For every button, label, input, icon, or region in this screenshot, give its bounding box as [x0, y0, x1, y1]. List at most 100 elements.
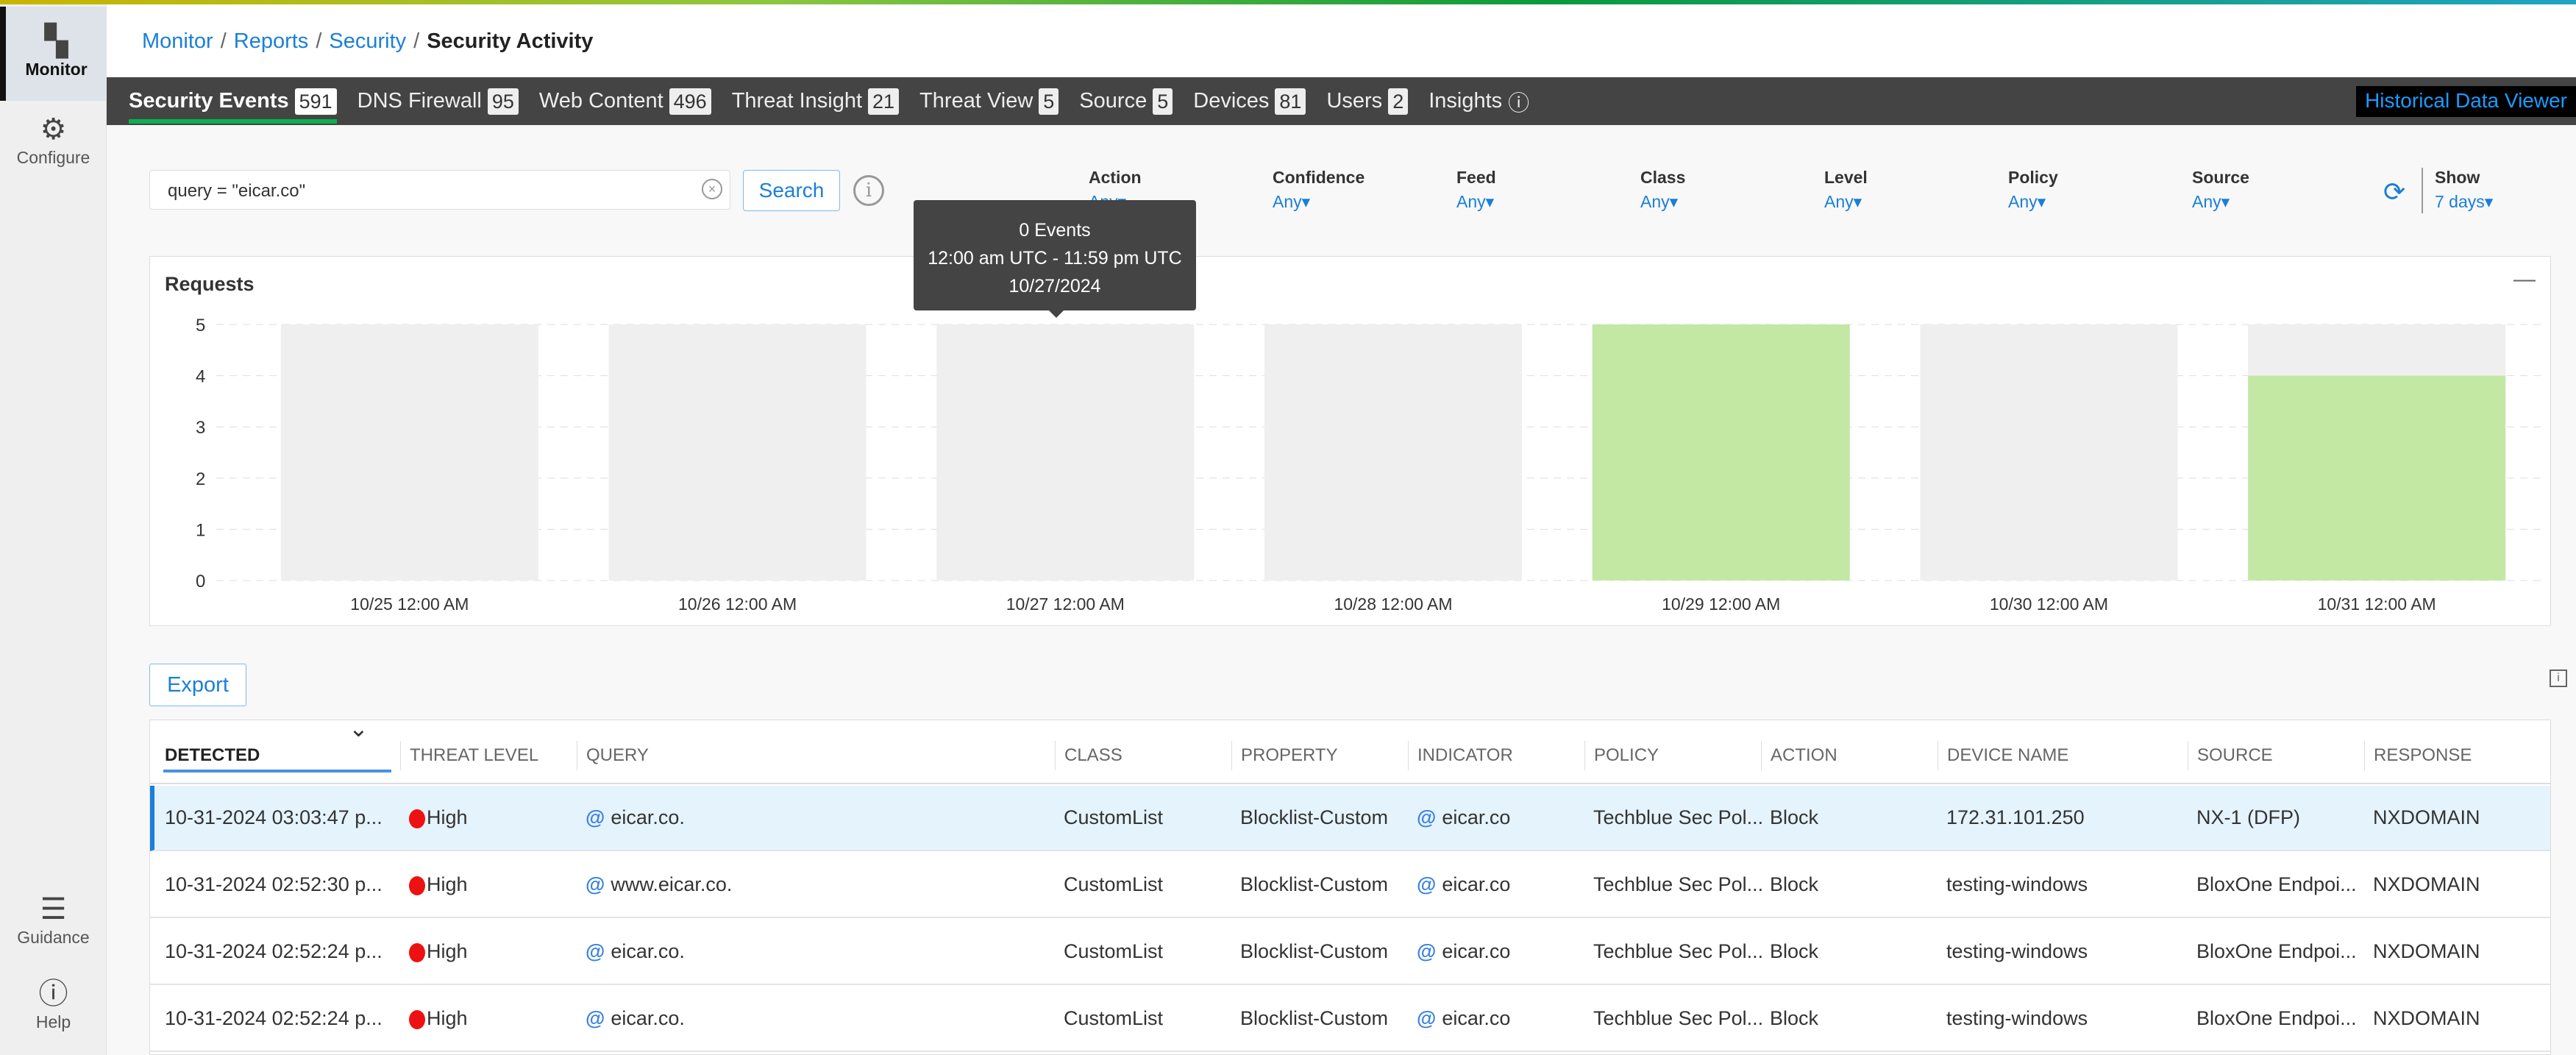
- search-input[interactable]: query = "eicar.co" ×: [149, 170, 730, 210]
- sidebar-item-guidance[interactable]: ☰ Guidance: [0, 891, 107, 948]
- count-badge: 95: [487, 88, 519, 115]
- tab-users[interactable]: Users 2: [1326, 77, 1409, 125]
- bar: [1592, 324, 1850, 580]
- cell-query: @ eicar.co.: [586, 1007, 685, 1029]
- bar-background: [1264, 324, 1522, 580]
- cell-policy: Techblue Sec Pol...: [1593, 873, 1764, 895]
- cell-source: BloxOne Endpoi...: [2196, 873, 2357, 895]
- cell-query: @ www.eicar.co.: [586, 873, 733, 895]
- domain-icon: @: [1417, 1007, 1437, 1029]
- filter-show[interactable]: Show 7 days▾: [2435, 168, 2494, 211]
- bar-background: [608, 324, 867, 580]
- filter-feed[interactable]: Feed Any▾: [1456, 168, 1496, 211]
- table-row[interactable]: 10-31-2024 02:52:24 p... High @ eicar.co. Cu…: [150, 987, 2550, 1052]
- filter-class[interactable]: Class Any▾: [1640, 168, 1686, 211]
- bar-background: [280, 324, 538, 580]
- cell-response: NXDOMAIN: [2373, 806, 2480, 828]
- count-badge: 2: [1388, 88, 1409, 115]
- sidebar-item-monitor[interactable]: ▚ Monitor: [0, 7, 107, 101]
- y-tick-label: 3: [196, 418, 205, 438]
- domain-icon: @: [586, 806, 605, 828]
- cell-query: @ eicar.co.: [586, 940, 685, 962]
- cell-detected: 10-31-2024 02:52:30 p...: [165, 873, 383, 895]
- cell-source: NX-1 (DFP): [2196, 806, 2300, 828]
- breadcrumb-monitor[interactable]: Monitor: [142, 29, 213, 53]
- filter-source[interactable]: Source Any▾: [2192, 168, 2249, 211]
- domain-icon: @: [1417, 940, 1437, 962]
- tab-source[interactable]: Source 5: [1079, 77, 1173, 125]
- filter-confidence[interactable]: Confidence Any▾: [1273, 168, 1365, 211]
- cell-detected: 10-31-2024 02:52:24 p...: [165, 1007, 383, 1029]
- column-header-indicator[interactable]: INDICATOR: [1408, 741, 1513, 770]
- tab-insights[interactable]: Insights ⓘ: [1428, 77, 1529, 125]
- historical-data-viewer-button[interactable]: Historical Data Viewer: [2356, 86, 2576, 117]
- breadcrumb-reports[interactable]: Reports: [233, 29, 309, 53]
- cell-class: CustomList: [1064, 940, 1164, 962]
- tab-devices[interactable]: Devices 81: [1193, 77, 1306, 125]
- cell-threat-level: High: [409, 940, 468, 963]
- cell-class: CustomList: [1064, 873, 1164, 895]
- export-button[interactable]: Export: [149, 664, 246, 706]
- table-row[interactable]: 10-31-2024 02:52:30 p... High @ www.eicar.c…: [150, 853, 2550, 918]
- count-badge: 591: [294, 88, 337, 115]
- x-tick-label: 10/29 12:00 AM: [1662, 594, 1780, 614]
- column-header-action[interactable]: ACTION: [1761, 741, 1837, 770]
- column-header-class[interactable]: CLASS: [1055, 741, 1122, 770]
- cell-device-name: 172.31.101.250: [1946, 806, 2085, 828]
- domain-icon: @: [1417, 806, 1437, 828]
- y-tick-label: 2: [196, 469, 205, 489]
- page-title: Security Activity: [427, 29, 594, 53]
- filter-level[interactable]: Level Any▾: [1824, 168, 1868, 211]
- info-icon[interactable]: i: [853, 175, 884, 206]
- y-tick-label: 0: [196, 572, 205, 592]
- cell-property: Blocklist-Custom: [1240, 940, 1389, 962]
- cell-response: NXDOMAIN: [2373, 873, 2480, 895]
- sidebar-item-configure[interactable]: ⚙ Configure: [0, 111, 107, 168]
- search-button[interactable]: Search: [743, 170, 840, 211]
- cell-indicator: @ eicar.co: [1417, 940, 1511, 962]
- collapse-button[interactable]: —: [2513, 267, 2536, 291]
- column-header-source[interactable]: SOURCE: [2188, 741, 2273, 770]
- cell-source: BloxOne Endpoi...: [2196, 940, 2357, 962]
- tab-dns-firewall[interactable]: DNS Firewall 95: [357, 77, 519, 125]
- cell-response: NXDOMAIN: [2373, 1007, 2480, 1029]
- cell-action: Block: [1770, 940, 1819, 962]
- help-circle-icon: ⓘ: [1508, 91, 1530, 116]
- refresh-icon[interactable]: ⟳: [2383, 177, 2406, 207]
- cell-action: Block: [1770, 873, 1819, 895]
- cell-threat-level: High: [409, 806, 468, 829]
- cell-source: BloxOne Endpoi...: [2196, 1007, 2357, 1029]
- events-table: ☰ DETECTED⌄THREAT LEVELQUERYCLASSPROPERT…: [149, 715, 2551, 1055]
- table-header: ☰ DETECTED⌄THREAT LEVELQUERYCLASSPROPERT…: [150, 715, 2550, 784]
- column-header-response[interactable]: RESPONSE: [2364, 741, 2472, 770]
- table-row[interactable]: 10-31-2024 03:03:47 p... High @ eicar.co. Cu…: [150, 786, 2550, 851]
- count-badge: 5: [1039, 88, 1059, 115]
- y-tick-label: 4: [196, 367, 205, 387]
- cell-threat-level: High: [409, 873, 468, 896]
- tab-security-events[interactable]: Security Events 591: [129, 77, 337, 125]
- column-header-policy[interactable]: POLICY: [1584, 741, 1659, 770]
- column-header-threat-level[interactable]: THREAT LEVEL: [400, 741, 538, 770]
- column-header-detected[interactable]: DETECTED: [165, 745, 260, 765]
- tab-web-content[interactable]: Web Content 496: [539, 77, 711, 125]
- column-header-property[interactable]: PROPERTY: [1231, 741, 1338, 770]
- filter-policy[interactable]: Policy Any▾: [2008, 168, 2058, 211]
- tab-threat-insight[interactable]: Threat Insight 21: [732, 77, 900, 125]
- domain-icon: @: [1417, 873, 1437, 895]
- clear-icon[interactable]: ×: [702, 179, 722, 199]
- x-tick-label: 10/26 12:00 AM: [678, 594, 797, 614]
- header: Monitor / Reports / Security / Security Activi…: [107, 4, 2576, 77]
- column-header-query[interactable]: QUERY: [577, 741, 649, 770]
- requests-chart: 0 1 2 3 4 5 10/25 12:00 AM 10/26 12:00 AM 10/27 …: [196, 316, 2541, 614]
- cell-threat-level: High: [409, 1007, 468, 1030]
- cell-class: CustomList: [1064, 806, 1164, 828]
- column-header-device-name[interactable]: DEVICE NAME: [1938, 741, 2068, 770]
- tab-threat-view[interactable]: Threat View 5: [919, 77, 1059, 125]
- chevron-down-icon[interactable]: ⌄: [349, 715, 369, 742]
- grid-icon: ▚: [45, 25, 68, 57]
- info-icon[interactable]: i: [2550, 669, 2567, 687]
- bar: [2248, 375, 2506, 580]
- table-row[interactable]: 10-31-2024 02:52:24 p... High @ eicar.co. Cu…: [150, 920, 2550, 985]
- breadcrumb-security[interactable]: Security: [329, 29, 407, 53]
- sidebar-item-help[interactable]: ⓘ Help: [0, 976, 107, 1032]
